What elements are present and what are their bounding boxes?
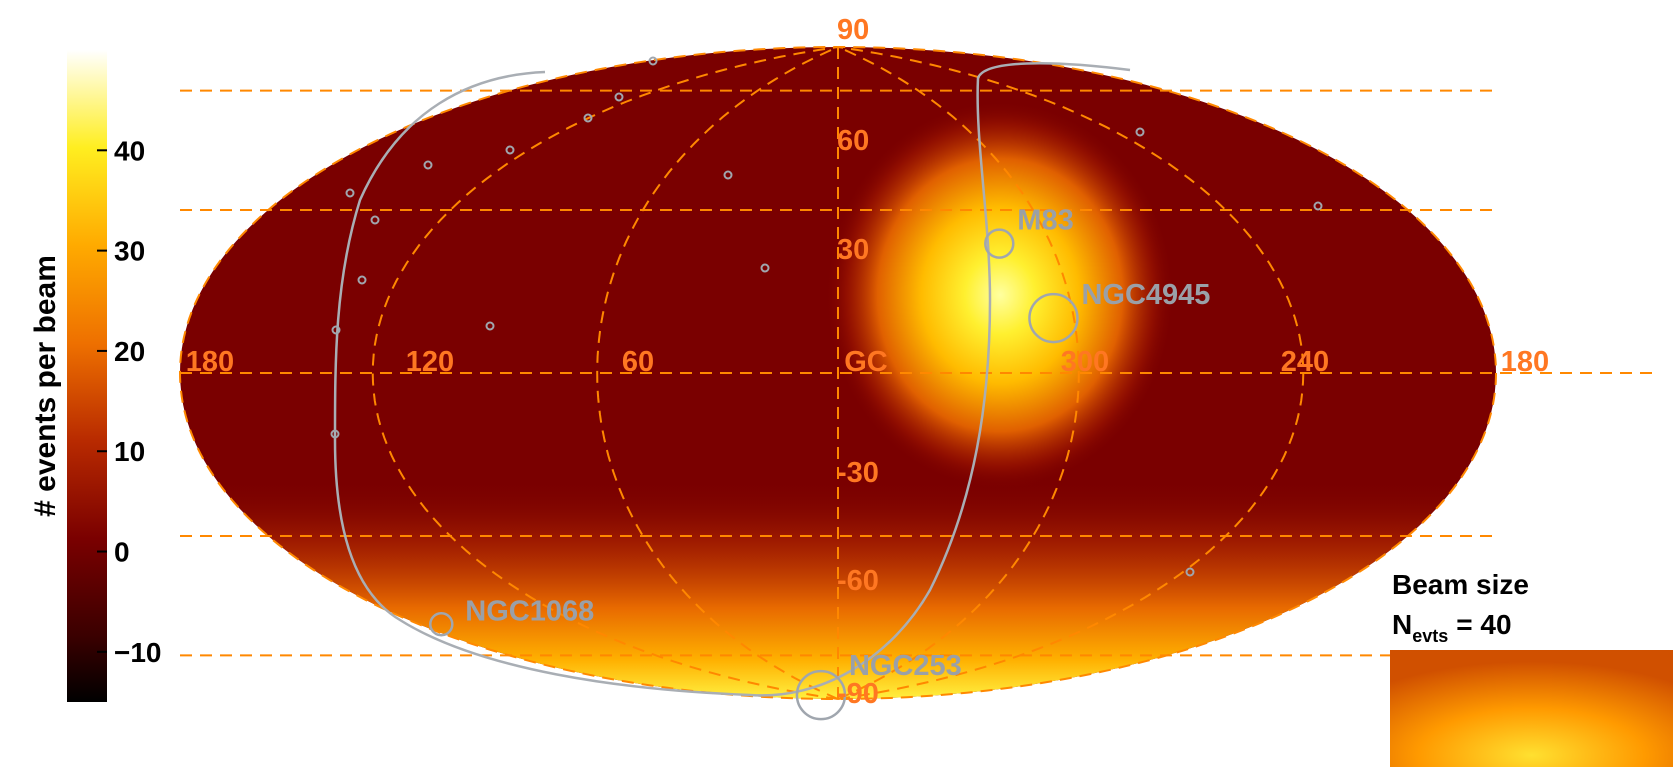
longitude-label: 180 [1501,346,1549,378]
source-dot [331,325,341,335]
source-dot [583,113,593,123]
source-label: NGC4945 [1081,279,1210,311]
source-dot [1313,201,1323,211]
colorbar-tick-label: 10 [114,436,145,467]
longitude-label: 240 [1281,346,1329,378]
latitude-label: -90 [837,678,879,710]
beam-swatch [1390,650,1673,767]
source-label: NGC1068 [465,595,594,627]
hotspot-region [825,100,1175,490]
source-marker [984,228,1015,259]
longitude-line [596,46,839,700]
source-dot [370,215,380,225]
colorbar-gradient [67,50,107,702]
source-label: M83 [1017,205,1073,237]
source-dot [760,263,770,273]
colorbar-tick-label: 0 [114,537,130,568]
colorbar-tick-label: 20 [114,336,145,367]
beam-n-symbol: N [1392,609,1412,640]
longitude-label: 60 [622,346,654,378]
source-dot [1135,127,1145,137]
source-dot [648,56,658,66]
source-dot [1185,567,1195,577]
grid-labels: 180 120 60 GC 300 240 180 90 60 30 -30 -60 -90 [186,14,1549,710]
source-dot [357,275,367,285]
source-dot [485,321,495,331]
source-label: NGC253 [849,650,962,682]
map-border [179,46,1497,700]
source-dot [505,145,515,155]
sky-map: M83 NGC4945 NGC1068 NGC253 180 120 60 GC 300 240… [179,14,1660,721]
colorbar-tick-label: 30 [114,236,145,267]
field-of-view-boundary [333,62,1131,697]
longitude-label: 300 [1061,346,1109,378]
galaxy-sources: M83 NGC4945 NGC1068 NGC253 [429,205,1210,721]
source-dots [330,56,1323,577]
colorbar: 40 30 20 10 0 −10 # events per beam [29,50,162,702]
colorbar-tick-label: −10 [114,637,162,668]
longitude-line [837,46,1305,700]
latitude-label: 90 [837,14,869,46]
longitude-line [837,46,1080,700]
latitude-label: -60 [837,565,879,597]
beam-nevts-label: Nevts = 40 [1392,609,1512,646]
source-dot [614,92,624,102]
source-marker [1028,292,1079,344]
longitude-label: GC [844,346,888,378]
latitude-label: 30 [837,234,869,266]
colorbar-label: # events per beam [29,255,62,517]
source-dot [423,160,433,170]
grid-lines [179,46,1660,700]
colorbar-tick-label: 40 [114,135,145,166]
beam-n-value: = 40 [1456,609,1511,640]
beam-size-label: Beam size [1392,569,1529,600]
source-dot [330,429,340,439]
beam-legend: Beam size Nevts = 40 [1390,569,1673,767]
colorbar-ticks: 40 30 20 10 0 −10 [97,135,162,668]
source-dot [345,188,355,198]
longitude-label: 180 [186,346,234,378]
latitude-label: 60 [837,125,869,157]
source-marker [429,612,454,637]
source-dot [723,170,733,180]
source-marker [795,669,847,721]
longitude-line [371,46,839,700]
longitude-label: 120 [406,346,454,378]
latitude-label: -30 [837,457,879,489]
beam-n-subscript: evts [1412,626,1448,646]
